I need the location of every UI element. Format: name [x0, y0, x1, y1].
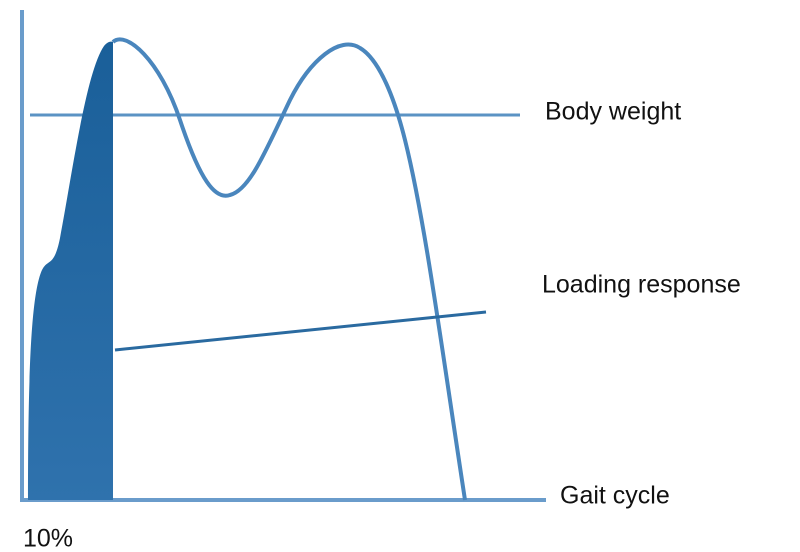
- gait-cycle-label: Gait cycle: [560, 482, 670, 510]
- loading-response-area: [28, 41, 113, 501]
- pointer-line: [114, 310, 487, 352]
- loading-response-label: Loading response: [542, 271, 741, 299]
- percent-label: 10%: [23, 525, 73, 552]
- force-curve: [111, 37, 467, 501]
- body-weight-label: Body weight: [545, 98, 681, 126]
